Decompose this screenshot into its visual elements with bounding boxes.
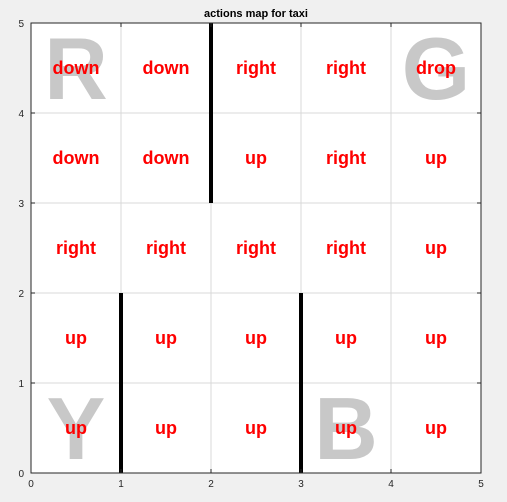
action-label: right [326, 238, 366, 258]
landmark-letter: R [44, 19, 108, 118]
landmark-letters: R G Y B [44, 19, 470, 478]
y-tick-label: 2 [18, 289, 24, 300]
y-tick-label: 1 [18, 379, 24, 390]
action-label: up [65, 328, 87, 348]
action-label: right [146, 238, 186, 258]
action-label: up [335, 418, 357, 438]
action-label: up [65, 418, 87, 438]
x-tick-label: 5 [478, 479, 484, 490]
action-label: down [53, 58, 100, 78]
plot-area [31, 23, 481, 473]
y-tick-label: 0 [18, 469, 24, 480]
y-tick-label: 5 [18, 19, 24, 30]
walls [119, 23, 303, 473]
x-tick-label: 4 [388, 479, 394, 490]
x-tick-label: 1 [118, 479, 124, 490]
action-label: right [326, 58, 366, 78]
action-label: down [143, 58, 190, 78]
action-labels: down down right right drop down down up right up r… [53, 58, 457, 438]
action-label: up [155, 328, 177, 348]
axes-frame [30, 22, 482, 474]
action-label: up [245, 148, 267, 168]
x-tick-label: 3 [298, 479, 304, 490]
action-label: right [326, 148, 366, 168]
y-tick-label: 4 [18, 109, 24, 120]
axis-ticks: 0 1 2 3 4 5 0 1 2 3 4 5 [18, 19, 484, 490]
action-label: up [425, 148, 447, 168]
action-label: up [425, 418, 447, 438]
action-label: up [425, 238, 447, 258]
action-label: up [155, 418, 177, 438]
x-tick-label: 2 [208, 479, 214, 490]
landmark-letter: Y [47, 379, 106, 478]
y-tick-label: 3 [18, 199, 24, 210]
action-label: right [236, 238, 276, 258]
chart-title: actions map for taxi [204, 8, 308, 20]
landmark-letter: G [402, 19, 470, 118]
grid-lines [31, 23, 481, 473]
action-label: up [245, 418, 267, 438]
action-label: drop [416, 58, 456, 78]
landmark-letter: B [314, 379, 378, 478]
action-label: right [56, 238, 96, 258]
action-label: up [335, 328, 357, 348]
action-label: down [53, 148, 100, 168]
x-tick-label: 0 [28, 479, 34, 490]
action-label: right [236, 58, 276, 78]
action-label: down [143, 148, 190, 168]
action-label: up [425, 328, 447, 348]
action-label: up [245, 328, 267, 348]
